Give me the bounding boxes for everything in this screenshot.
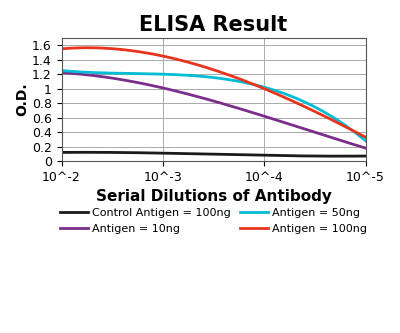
Control Antigen = 100ng [336,154,340,158]
Antigen = 100ng [241,78,246,82]
Legend: Control Antigen = 100ng, Antigen = 10ng, Antigen = 50ng, Antigen = 100ng: Control Antigen = 100ng, Antigen = 10ng,… [56,203,372,238]
Control Antigen = 100ng [240,153,245,157]
X-axis label: Serial Dilutions of Antibody: Serial Dilutions of Antibody [96,189,332,204]
Antigen = 100ng [60,47,65,51]
Line: Antigen = 100ng: Antigen = 100ng [62,48,366,137]
Control Antigen = 100ng [246,153,251,157]
Antigen = 100ng [240,78,245,82]
Antigen = 50ng [335,118,340,122]
Line: Antigen = 50ng: Antigen = 50ng [62,71,366,141]
Control Antigen = 100ng [84,150,88,154]
Antigen = 50ng [240,80,245,84]
Antigen = 100ng [84,46,89,50]
Antigen = 100ng [336,121,340,125]
Line: Antigen = 10ng: Antigen = 10ng [62,73,366,148]
Antigen = 10ng [335,137,340,141]
Antigen = 50ng [59,69,64,73]
Y-axis label: O.D.: O.D. [15,83,29,116]
Antigen = 10ng [240,108,245,112]
Antigen = 10ng [315,131,320,135]
Antigen = 100ng [363,135,368,139]
Line: Control Antigen = 100ng: Control Antigen = 100ng [62,152,366,156]
Control Antigen = 100ng [241,153,246,157]
Control Antigen = 100ng [59,151,64,155]
Antigen = 50ng [239,80,244,84]
Antigen = 10ng [245,109,250,113]
Control Antigen = 100ng [339,154,344,158]
Antigen = 10ng [60,71,65,75]
Control Antigen = 100ng [60,151,65,155]
Antigen = 50ng [245,81,250,85]
Antigen = 10ng [59,71,64,75]
Antigen = 100ng [316,112,321,116]
Control Antigen = 100ng [316,154,321,158]
Antigen = 50ng [363,139,368,143]
Antigen = 100ng [246,80,251,84]
Title: ELISA Result: ELISA Result [140,15,288,35]
Antigen = 50ng [60,69,65,73]
Antigen = 50ng [315,107,320,111]
Antigen = 100ng [59,47,64,51]
Control Antigen = 100ng [363,154,368,158]
Antigen = 10ng [239,107,244,111]
Antigen = 10ng [363,146,368,150]
